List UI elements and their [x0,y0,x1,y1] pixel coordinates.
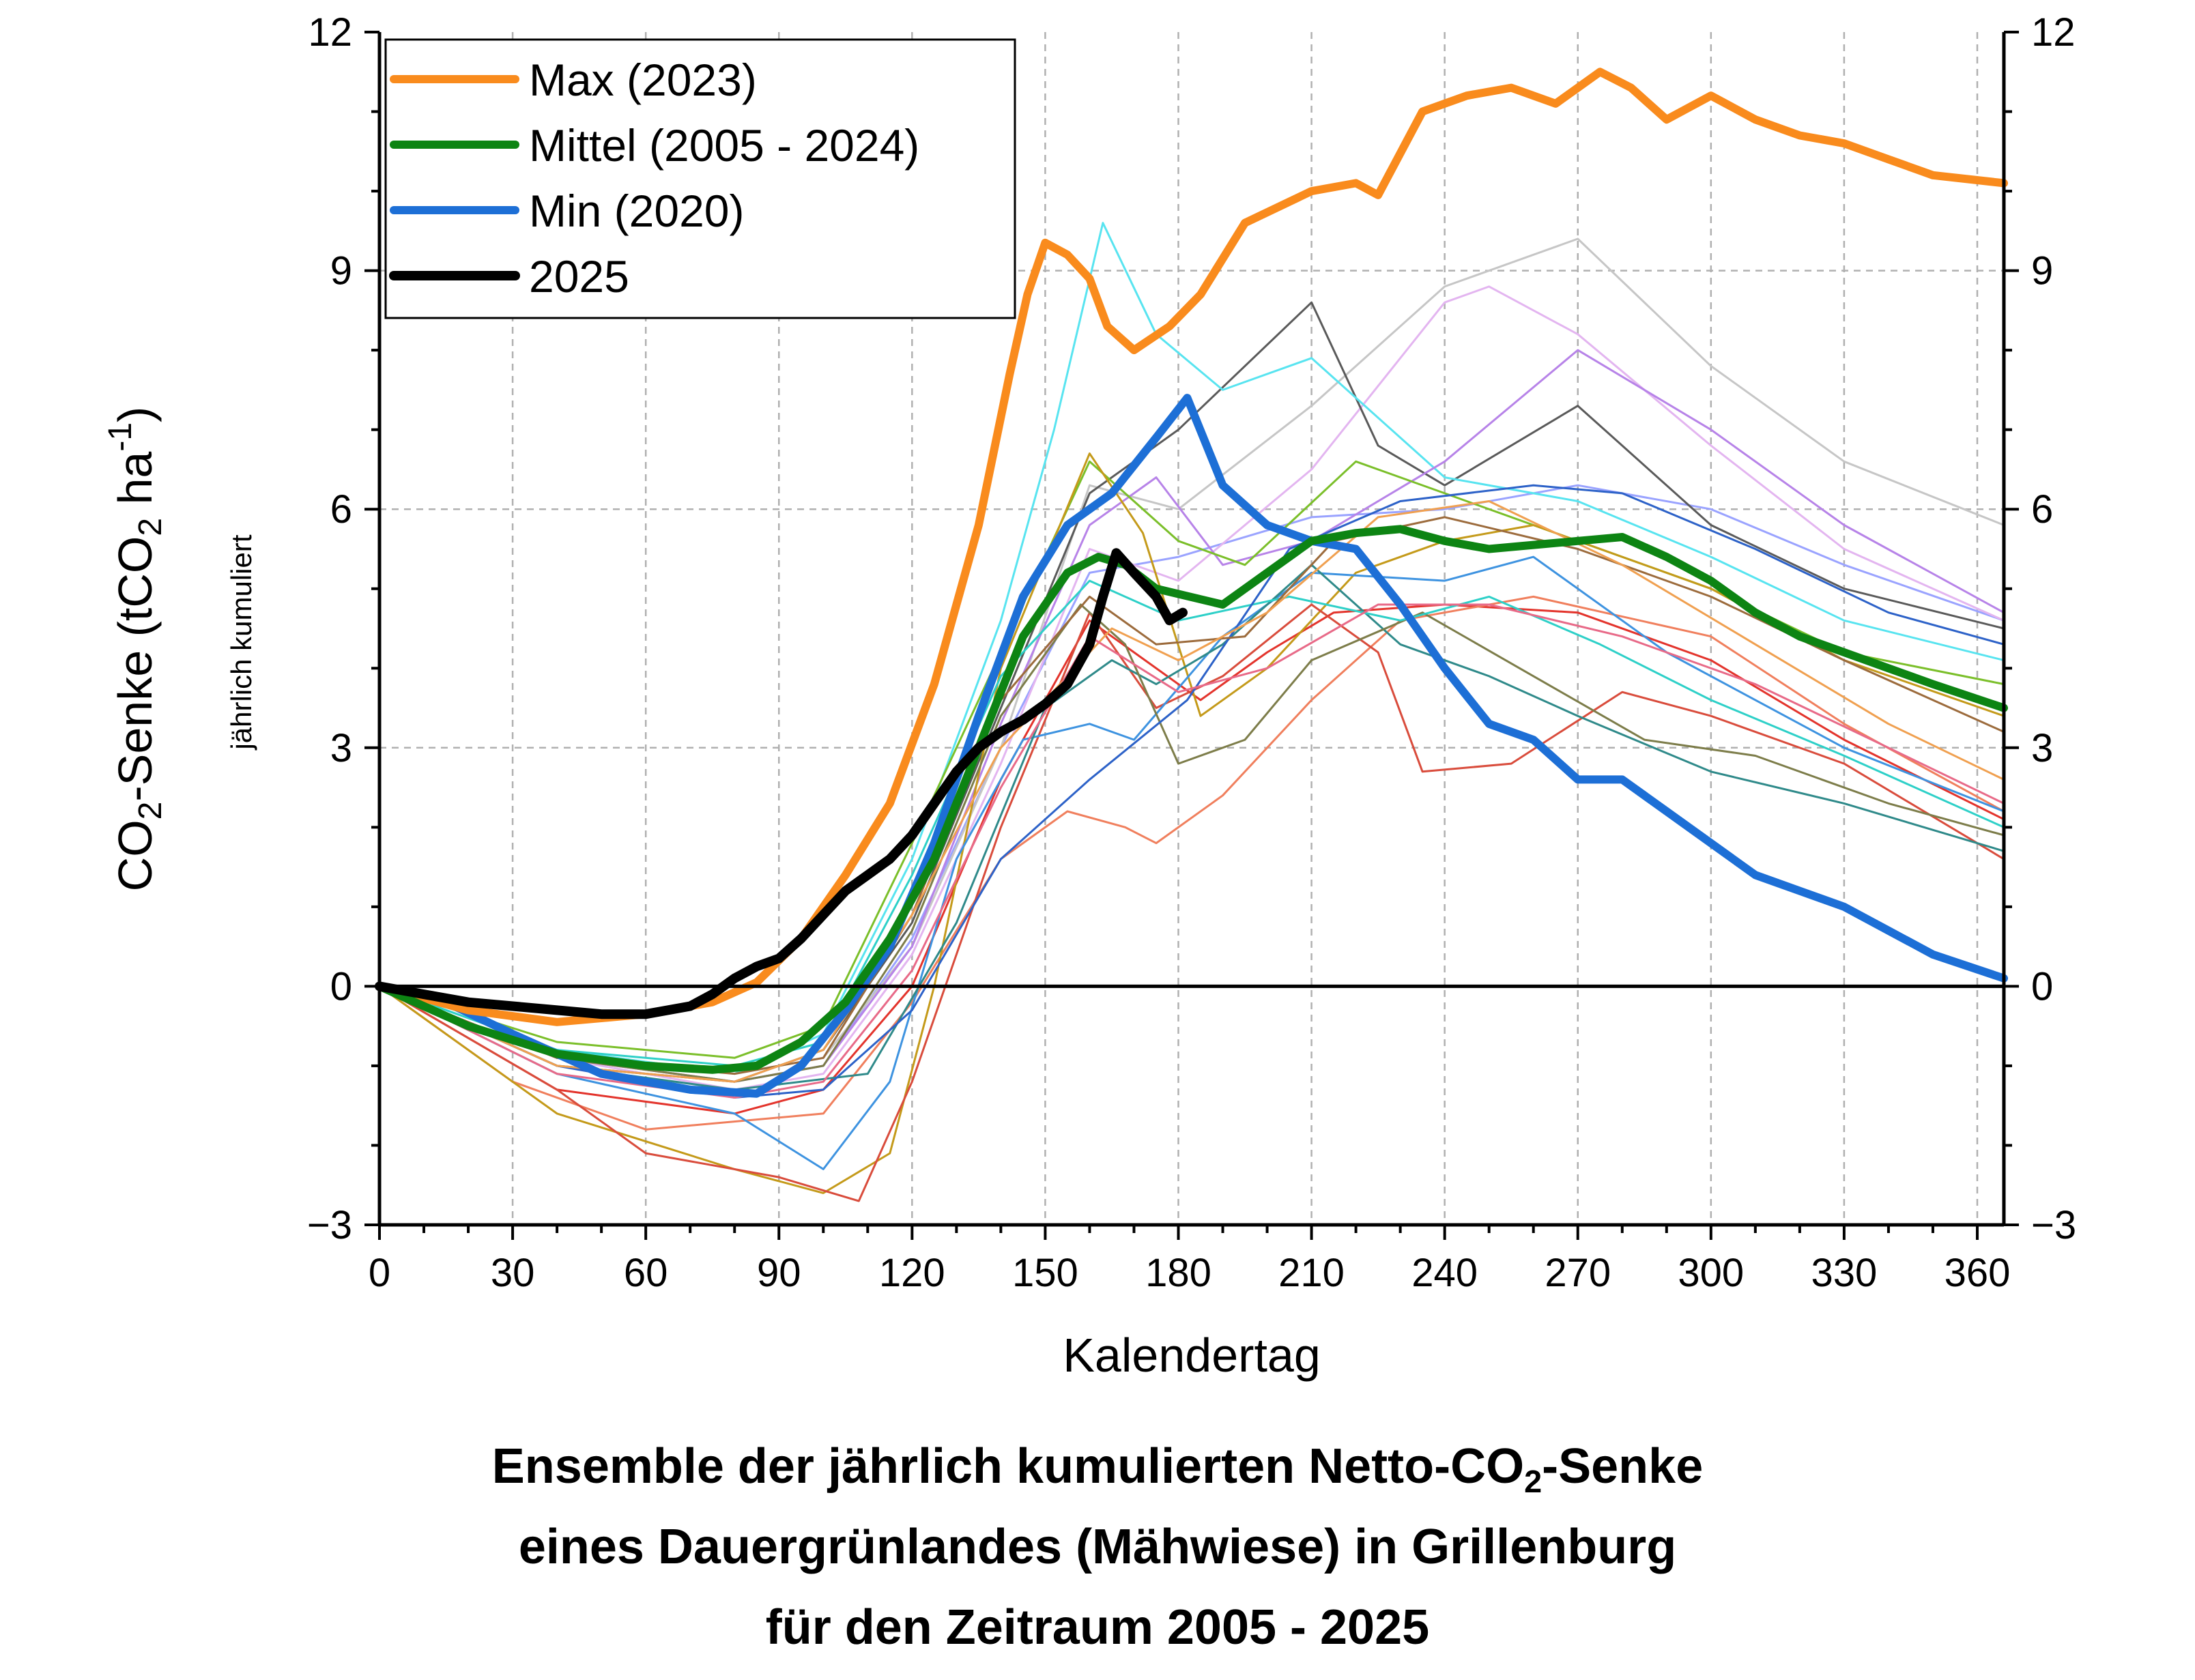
y-title-sub-1: 2 [132,802,169,820]
background-series [378,222,2005,1202]
y-tick-label-right: −3 [2031,1203,2076,1247]
x-tick-label: 150 [1012,1251,1078,1295]
caption-line-1-a: Ensemble der jährlich kumulierten Netto-… [491,1439,1525,1494]
x-tick-label: 300 [1678,1251,1744,1295]
ensemble-line [378,595,2005,1131]
series-line [375,525,2008,1074]
x-tick-label: 180 [1145,1251,1211,1295]
caption-line-1-b: -Senke [1542,1439,1704,1494]
y-tick-label-right: 9 [2031,249,2053,293]
ensemble-line [378,484,2005,1099]
caption-line-2: eines Dauergrünlandes (Mähwiese) in Gril… [518,1520,1677,1574]
caption-line-3: für den Zeitraum 2005 - 2025 [765,1600,1430,1655]
y-tick-label-left: 9 [330,249,352,293]
y-tick-label-left: 12 [308,10,352,55]
x-tick-label: 0 [369,1251,390,1295]
ensemble-line [378,452,2005,1194]
y-title-part-4: ) [109,407,162,422]
ensemble-line [378,500,2005,1083]
axis-labels: 0 30 60 90 120 150 180 210 240 270 300 330 360 −3 −3 0 0… [307,10,2076,1295]
y-title-sup: -1 [102,422,139,452]
y-tick-label-right: 6 [2031,487,2053,532]
y-title-part-3: ha [109,452,162,518]
ensemble-line [378,516,2005,1075]
axes [364,31,2019,1240]
x-tick-label: 240 [1411,1251,1478,1295]
legend-label: Min (2020) [529,186,744,236]
x-tick-label: 120 [879,1251,945,1295]
legend-label: Mittel (2005 - 2024) [529,120,919,171]
y-axis-title: CO2-Senke (tCO2 ha-1) [102,407,169,892]
caption-line-1-sub: 2 [1524,1464,1543,1500]
x-tick-label: 210 [1278,1251,1345,1295]
chart: 0 30 60 90 120 150 180 210 240 270 300 330 360 −3 −3 0 0… [102,10,2076,1382]
y-title-part-2: -Senke (tCO [109,536,162,802]
legend: Max (2023) Mittel (2005 - 2024) Min (2020)… [384,38,1016,319]
ensemble-line [378,555,2005,1170]
y-tick-label-right: 12 [2031,10,2076,55]
y-tick-label-left: 0 [330,964,352,1009]
ensemble-line [378,603,2005,1115]
series-line [375,548,1188,1019]
ensemble-line [378,564,2005,1091]
x-axis-title: Kalendertag [1063,1329,1321,1382]
x-tick-label: 60 [624,1251,668,1295]
y-title-part-1: CO [109,820,162,891]
x-tick-label: 360 [1945,1251,2011,1295]
y-axis-subtitle: jährlich kumuliert [225,534,257,751]
main-series [375,68,2008,1098]
x-tick-label: 270 [1545,1251,1611,1295]
y-tick-label-left: 6 [330,487,352,532]
x-tick-label: 30 [491,1251,535,1295]
y-tick-label-right: 0 [2031,964,2053,1009]
y-tick-label-right: 3 [2031,726,2053,770]
ensemble-line [378,603,2005,1099]
y-title-sub-2: 2 [132,518,169,536]
x-tick-label: 90 [757,1251,801,1295]
series-line [375,394,2008,1098]
x-tick-label: 330 [1811,1251,1878,1295]
y-tick-label-left: −3 [307,1203,352,1247]
legend-label: 2025 [529,251,629,302]
y-tick-label-left: 3 [330,726,352,770]
chart-caption: Ensemble der jährlich kumulierten Netto-… [0,1426,2195,1668]
ensemble-line [378,349,2005,1083]
legend-label: Max (2023) [529,55,757,105]
ensemble-line [378,603,2005,1202]
caption-line-1: Ensemble der jährlich kumulierten Netto-… [0,1426,2195,1507]
